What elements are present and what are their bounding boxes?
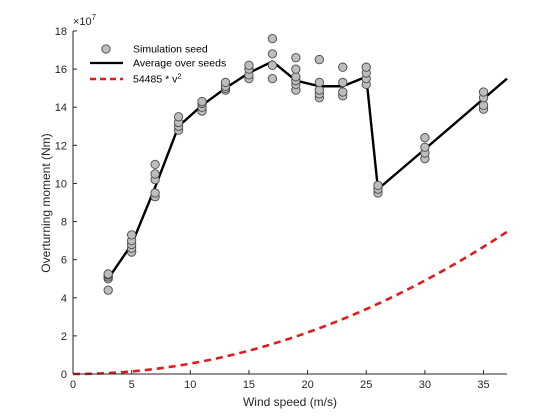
y-tick-label: 18 <box>55 26 67 38</box>
seed-point <box>338 77 348 88</box>
seed-point <box>338 62 348 72</box>
x-tick-label: 5 <box>129 379 135 391</box>
seed-point <box>291 64 301 74</box>
seed-point <box>173 112 184 122</box>
seed-point <box>338 87 348 97</box>
y-tick-label: 0 <box>61 369 67 381</box>
seed-point <box>150 159 160 170</box>
x-tick-label: 0 <box>70 379 76 391</box>
y-tick-label: 2 <box>61 331 67 343</box>
legend-fit-label-power: 2 <box>177 72 181 81</box>
y-tick-label: 16 <box>55 64 67 76</box>
x-tick-label: 10 <box>184 379 196 391</box>
y-axis-label: Overturning moment (Nm) <box>39 133 53 272</box>
seed-point <box>220 77 231 88</box>
seed-point <box>420 142 430 152</box>
seed-layer <box>103 33 489 295</box>
legend-item-average: Average over seeds <box>90 58 226 70</box>
seed-point <box>314 85 324 95</box>
y-tick-label: 6 <box>61 255 67 267</box>
seed-point <box>197 96 207 107</box>
ticks-layer: 0 5 10 15 20 25 30 35 0 2 4 6 8 10 12 14 16 18 <box>55 26 490 391</box>
seed-point <box>314 77 324 88</box>
x-tick-label: 15 <box>243 379 255 391</box>
legend: Simulation seed Average over seeds 54485… <box>90 44 226 86</box>
legend-fit-label-base: 54485 * v <box>133 74 178 86</box>
fit-curve <box>72 230 508 376</box>
seed-point <box>150 169 160 179</box>
x-axis-label: Wind speed (m/s) <box>243 395 337 409</box>
seed-point <box>478 87 489 97</box>
x-tick-label: 25 <box>360 379 372 391</box>
x-tick-label: 35 <box>477 379 489 391</box>
seed-point <box>103 285 113 295</box>
legend-fit-label: 54485 * v2 <box>133 72 182 86</box>
axes-layer <box>72 31 507 375</box>
y-tick-label: 14 <box>55 102 67 114</box>
legend-seed-label: Simulation seed <box>133 44 208 56</box>
y-tick-label: 4 <box>61 293 67 305</box>
seed-point <box>478 100 489 110</box>
seed-point <box>373 180 383 191</box>
x-tick-label: 30 <box>419 379 431 391</box>
y-exponent-power: 7 <box>92 13 97 22</box>
seed-point <box>267 60 278 70</box>
y-exponent-base: ×10 <box>73 16 92 28</box>
seed-point <box>420 133 430 143</box>
seed-point <box>126 230 137 240</box>
y-tick-label: 10 <box>55 178 67 190</box>
seed-point <box>291 72 301 82</box>
seed-point <box>267 33 278 44</box>
y-exponent-label: ×107 <box>73 13 97 28</box>
seed-point <box>267 49 278 59</box>
seed-point <box>361 62 371 72</box>
seed-point <box>244 60 254 70</box>
seed-point <box>314 54 324 65</box>
seed-point <box>150 188 160 198</box>
seed-point <box>103 269 113 279</box>
legend-item-seed: Simulation seed <box>101 44 208 56</box>
plot-area <box>73 31 507 374</box>
y-tick-label: 12 <box>55 140 67 152</box>
legend-seed-marker <box>101 44 111 54</box>
fit-layer <box>72 230 508 376</box>
seed-point <box>267 73 278 84</box>
x-tick-label: 20 <box>301 379 313 391</box>
legend-average-label: Average over seeds <box>133 58 226 70</box>
y-tick-label: 8 <box>61 217 67 229</box>
seed-point <box>291 53 301 63</box>
legend-item-fit: 54485 * v2 <box>90 72 182 86</box>
